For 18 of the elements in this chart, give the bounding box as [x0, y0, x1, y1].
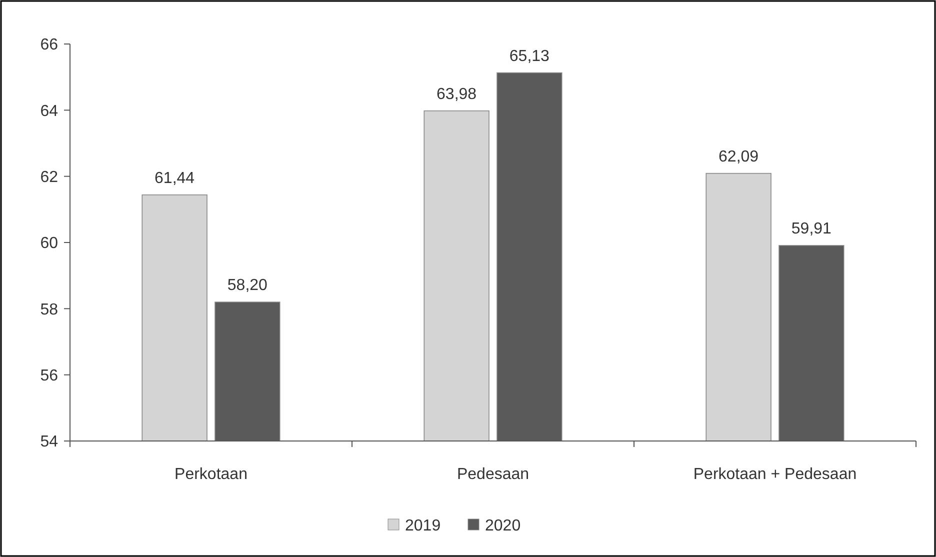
- y-tick-label: 66: [40, 36, 58, 54]
- data-label: 62,09: [718, 148, 759, 166]
- x-tick-label: Perkotaan + Pedesaan: [693, 466, 857, 483]
- data-label: 63,98: [436, 86, 477, 103]
- x-tick-label: Perkotaan: [174, 466, 248, 483]
- legend-label: 2020: [485, 518, 521, 535]
- legend-label: 2019: [405, 518, 441, 535]
- data-label: 61,44: [154, 170, 195, 187]
- y-tick-label: 56: [40, 367, 58, 384]
- y-tick-label: 60: [40, 235, 58, 252]
- y-tick-label: 54: [40, 434, 58, 451]
- data-label: 59,91: [791, 220, 832, 238]
- y-tick-label: 58: [40, 301, 58, 318]
- y-tick-label: 62: [40, 168, 58, 186]
- x-tick-label: Pedesaan: [456, 466, 530, 483]
- data-label: 58,20: [227, 277, 268, 294]
- data-label: 65,13: [509, 48, 550, 65]
- y-tick-label: 64: [40, 102, 58, 120]
